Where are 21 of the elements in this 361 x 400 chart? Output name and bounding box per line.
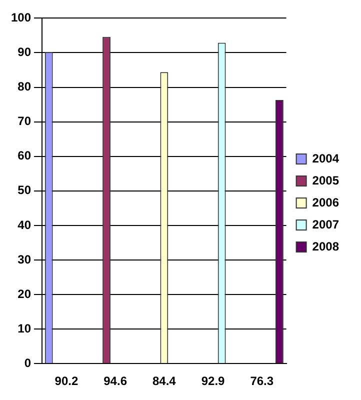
y-tick-label: 0 [24, 356, 32, 370]
legend-label: 2004 [312, 151, 340, 166]
x-tick-label: 76.3 [250, 374, 274, 388]
y-tick-label: 20 [18, 286, 32, 301]
legend-label: 2007 [312, 217, 340, 232]
y-tick-label: 10 [18, 321, 32, 336]
y-tick-label: 30 [18, 252, 32, 266]
x-tick-label: 94.6 [104, 374, 128, 388]
y-tick-label: 60 [18, 148, 32, 163]
x-tick-label: 92.9 [201, 374, 226, 388]
legend-label: 2008 [312, 239, 340, 254]
x-tick-label: 84.4 [152, 374, 176, 388]
y-tick-label: 70 [18, 114, 32, 128]
y-tick-label: 90 [18, 45, 32, 60]
y-tick-label: 50 [18, 183, 32, 198]
y-tick-label: 100 [10, 10, 32, 25]
legend-label: 2005 [312, 173, 340, 188]
y-tick-label: 80 [18, 80, 32, 94]
legend-label: 2006 [312, 195, 340, 210]
x-tick-label: 90.2 [54, 374, 78, 388]
y-tick-label: 40 [18, 218, 32, 232]
